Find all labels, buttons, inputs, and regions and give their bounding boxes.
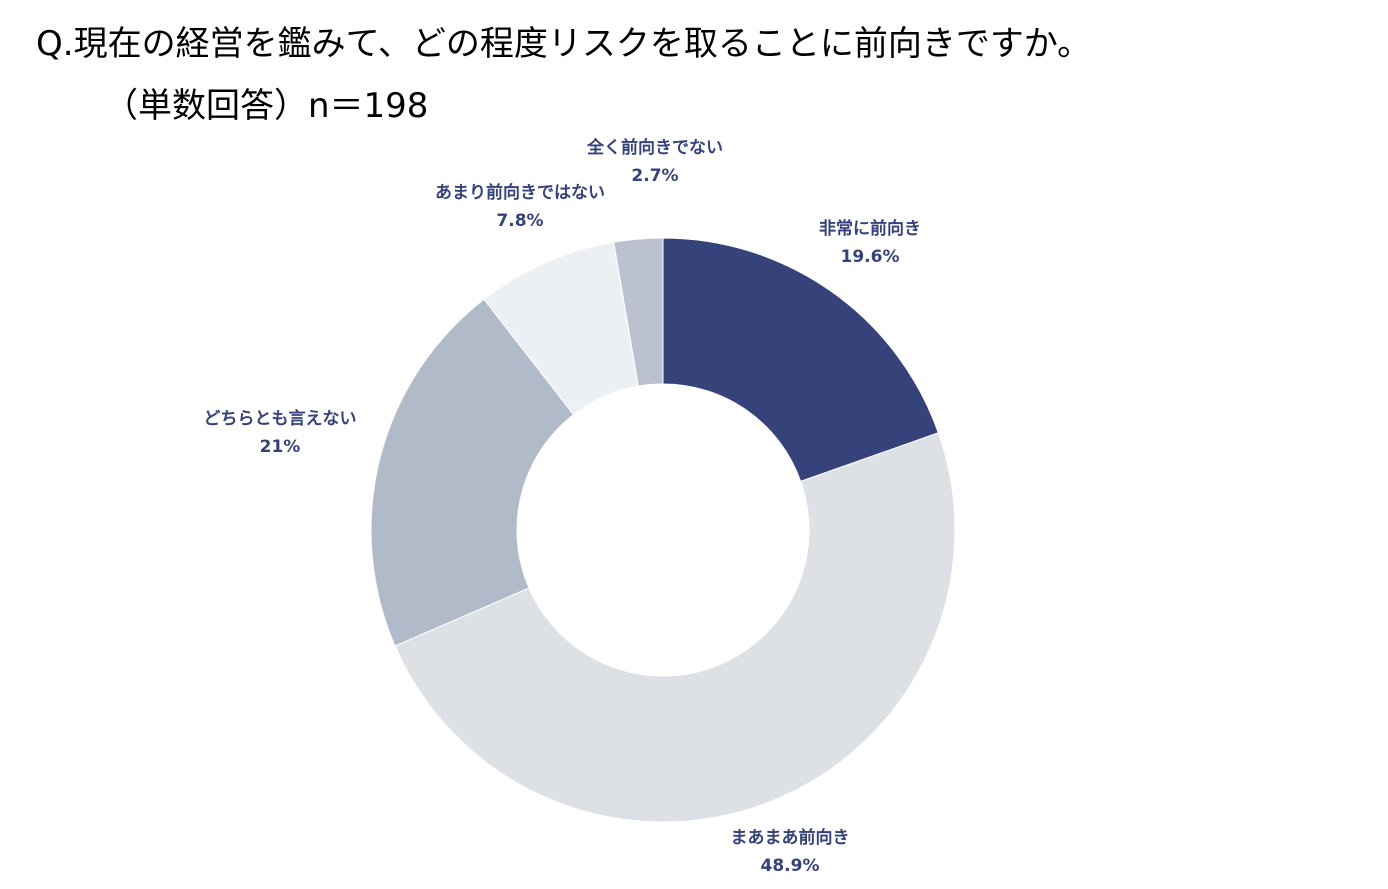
slice-label-2: まあまあ前向き xyxy=(731,827,850,848)
slice-label-5: 全く前向きでない xyxy=(586,137,723,158)
slice-label-1: 非常に前向き xyxy=(819,218,921,239)
slice-value-4: 7.8% xyxy=(496,211,543,231)
slice-value-3: 21% xyxy=(260,437,301,457)
slice-labels: 非常に前向き 19.6% まあまあ前向き 48.9% どちらとも言えない 21% あまり前向… xyxy=(204,137,922,876)
slice-value-2: 48.9% xyxy=(761,856,820,876)
slice-label-4: あまり前向きではない xyxy=(435,182,605,203)
donut-slice-2 xyxy=(394,432,956,823)
donut-slice-3 xyxy=(370,298,575,647)
page-subtitle: （単数回答）n＝198 xyxy=(104,86,429,126)
slice-value-1: 19.6% xyxy=(841,247,900,267)
slice-value-5: 2.7% xyxy=(631,166,678,186)
donut-slice-1 xyxy=(662,237,939,483)
page-title: Q.現在の経営を鑑みて、どの程度リスクを取ることに前向きですか。 xyxy=(36,24,1092,64)
slice-label-3: どちらとも言えない xyxy=(204,408,357,429)
donut-slice-5 xyxy=(613,237,664,387)
donut-slices xyxy=(370,237,956,823)
